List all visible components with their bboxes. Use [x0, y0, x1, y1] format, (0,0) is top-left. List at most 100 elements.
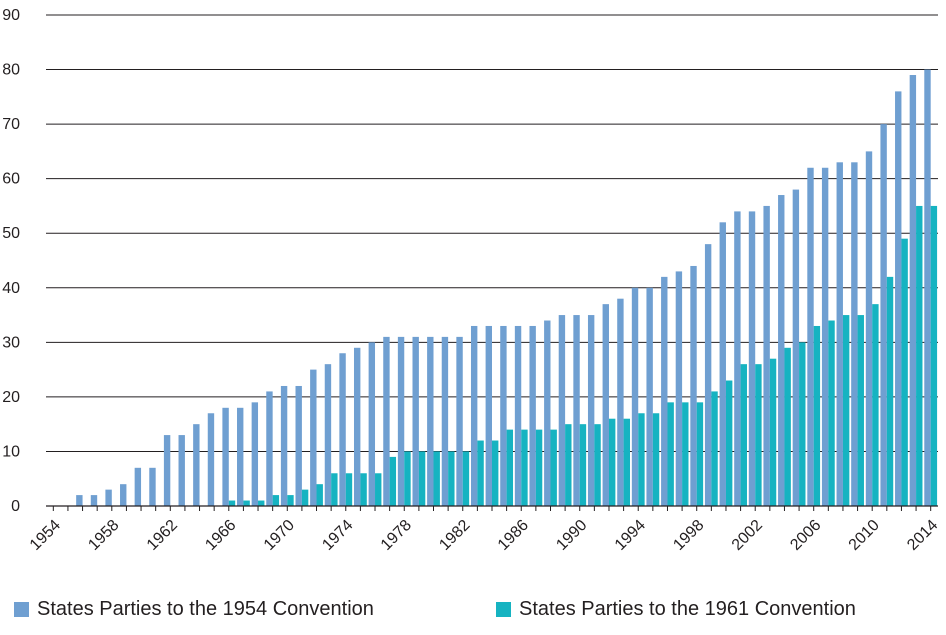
bar-1961-convention: [375, 473, 381, 506]
bar-1954-convention: [603, 304, 609, 506]
bar-1954-convention: [486, 326, 492, 506]
x-tick-label: 2006: [787, 517, 824, 554]
y-tick-label: 80: [2, 62, 20, 79]
bar-1961-convention: [726, 381, 732, 506]
x-tick-label: 1954: [27, 517, 64, 554]
bar-1954-convention: [778, 195, 784, 506]
y-tick-label: 90: [2, 7, 20, 24]
bar-1954-convention: [573, 315, 579, 506]
legend: States Parties to the 1954 Convention St…: [0, 598, 946, 628]
bar-1961-convention: [317, 484, 323, 506]
bar-1954-convention: [412, 337, 418, 506]
bar-1961-convention: [916, 206, 922, 506]
bar-1961-convention: [536, 430, 542, 506]
bar-1954-convention: [149, 468, 155, 506]
bar-1961-convention: [770, 359, 776, 506]
bar-1961-convention: [814, 326, 820, 506]
bar-1954-convention: [749, 211, 755, 506]
legend-swatch-1961: [496, 602, 511, 617]
bar-1954-convention: [164, 435, 170, 506]
bar-1961-convention: [711, 391, 717, 506]
bar-1954-convention: [296, 386, 302, 506]
bar-1954-convention: [91, 495, 97, 506]
bar-1954-convention: [135, 468, 141, 506]
bar-1961-convention: [755, 364, 761, 506]
bar-1954-convention: [705, 244, 711, 506]
bar-chart: 0 10 20 30 40 50 60 70 80 90 1954 1958 1962 1966 1970 1…: [0, 0, 946, 598]
y-tick-label: 30: [2, 334, 20, 351]
bar-1961-convention: [360, 473, 366, 506]
y-tick-label: 40: [2, 280, 20, 297]
bar-1954-convention: [398, 337, 404, 506]
bar-1954-convention: [851, 162, 857, 506]
bar-1961-convention: [521, 430, 527, 506]
bar-1961-convention: [229, 501, 235, 506]
bar-1961-convention: [580, 424, 586, 506]
x-tick-label: 2002: [729, 517, 766, 554]
x-tick-label: 1990: [553, 517, 590, 554]
bar-1961-convention: [565, 424, 571, 506]
bar-1954-convention: [76, 495, 82, 506]
bar-1954-convention: [617, 299, 623, 506]
bar-1954-convention: [179, 435, 185, 506]
bar-1954-convention: [193, 424, 199, 506]
bar-1954-convention: [807, 168, 813, 506]
bar-1954-convention: [822, 168, 828, 506]
y-tick-label: 50: [2, 225, 20, 242]
bar-1961-convention: [858, 315, 864, 506]
x-tick-label: 1974: [319, 517, 356, 554]
y-tick-label: 10: [2, 443, 20, 460]
x-tick-label: 1978: [378, 517, 415, 554]
bar-1954-convention: [895, 91, 901, 506]
bar-1961-convention: [594, 424, 600, 506]
bar-1961-convention: [624, 419, 630, 506]
legend-label-1961: States Parties to the 1961 Convention: [519, 598, 856, 621]
bar-1961-convention: [302, 490, 308, 506]
bar-1954-convention: [266, 391, 272, 506]
x-tick-label: 1986: [495, 517, 532, 554]
bar-1961-convention: [243, 501, 249, 506]
bar-1961-convention: [784, 348, 790, 506]
bar-1961-convention: [828, 321, 834, 506]
x-tick-label: 1994: [612, 517, 649, 554]
x-tick-label: 1982: [436, 517, 473, 554]
bar-1961-convention: [550, 430, 556, 506]
bar-1954-convention: [632, 288, 638, 506]
bar-1961-convention: [273, 495, 279, 506]
x-tick-label: 2014: [904, 517, 941, 554]
legend-swatch-1954: [14, 602, 29, 617]
legend-label-1954: States Parties to the 1954 Convention: [37, 598, 374, 621]
bar-1954-convention: [120, 484, 126, 506]
bar-1954-convention: [515, 326, 521, 506]
bar-1961-convention: [492, 441, 498, 506]
bar-1954-convention: [837, 162, 843, 506]
bar-1961-convention: [843, 315, 849, 506]
bar-1961-convention: [741, 364, 747, 506]
bar-1954-convention: [734, 211, 740, 506]
bar-1961-convention: [931, 206, 937, 506]
bar-1961-convention: [901, 239, 907, 506]
y-tick-label: 20: [2, 389, 20, 406]
bar-1961-convention: [872, 304, 878, 506]
legend-item-1954: States Parties to the 1954 Convention: [14, 598, 374, 621]
bar-1954-convention: [369, 342, 375, 506]
bar-1954-convention: [646, 288, 652, 506]
bar-1961-convention: [258, 501, 264, 506]
bar-1954-convention: [310, 370, 316, 506]
bar-1961-convention: [477, 441, 483, 506]
bar-1961-convention: [390, 457, 396, 506]
bar-1954-convention: [500, 326, 506, 506]
bar-1961-convention: [404, 451, 410, 506]
bar-1961-convention: [507, 430, 513, 506]
bar-1961-convention: [609, 419, 615, 506]
bar-1954-convention: [559, 315, 565, 506]
bar-1954-convention: [427, 337, 433, 506]
bar-1954-convention: [354, 348, 360, 506]
bar-1954-convention: [529, 326, 535, 506]
bar-1954-convention: [456, 337, 462, 506]
x-tick-label: 1970: [261, 517, 298, 554]
bar-1961-convention: [419, 451, 425, 506]
bar-1954-convention: [471, 326, 477, 506]
bar-1961-convention: [331, 473, 337, 506]
bar-1961-convention: [697, 402, 703, 506]
